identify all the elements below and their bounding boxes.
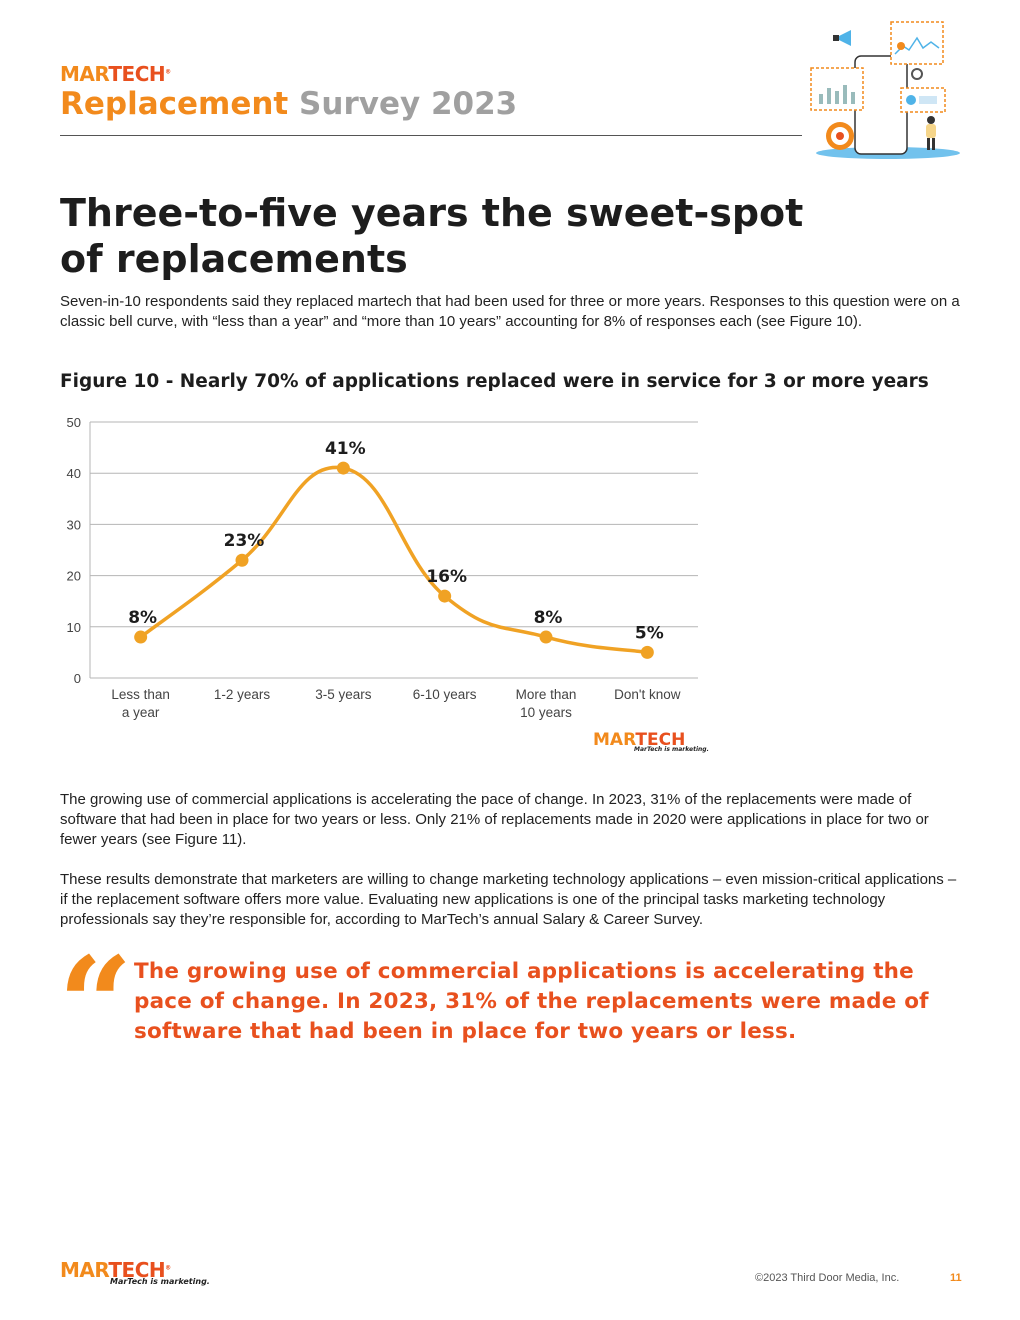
page-heading: Three-to-five years the sweet-spot of re…	[60, 191, 804, 281]
quote-mark-icon: “	[58, 928, 133, 1081]
y-tick-label: 50	[67, 415, 81, 430]
chart-points	[134, 461, 654, 659]
data-point	[235, 553, 249, 567]
body-paragraph-1: The growing use of commercial applicatio…	[60, 791, 929, 848]
page-number: 11	[950, 1272, 962, 1284]
data-point	[336, 461, 350, 475]
svg-text:MarTech is marketing.: MarTech is marketing.	[634, 746, 709, 753]
x-tick-label: a year	[122, 705, 160, 720]
x-tick-label: 6-10 years	[413, 687, 477, 702]
chart-grid	[89, 421, 698, 679]
target-icon	[826, 122, 854, 150]
y-tick-label: 0	[74, 671, 81, 686]
data-point	[640, 645, 654, 659]
chart-data-labels: 8% 23% 41% 16% 8% 5%	[128, 439, 664, 643]
martech-illustration	[810, 21, 960, 159]
data-point	[438, 589, 452, 603]
data-point	[134, 630, 148, 644]
chart-y-axis: 0 10 20 30 40 50	[67, 415, 81, 686]
series-line	[138, 465, 650, 655]
y-tick-label: 10	[67, 620, 81, 635]
pull-quote: The growing use of commercial applicatio…	[134, 959, 929, 1044]
data-label: 41%	[325, 439, 366, 459]
data-label: 8%	[128, 608, 157, 628]
megaphone-icon	[833, 30, 851, 46]
chart-x-axis: Less than a year 1-2 years 3-5 years 6-10 ye…	[111, 687, 680, 720]
line-chart: 0 10 20 30 40 50 8% 23% 41% 16% 8% 5% Less than a y…	[67, 415, 709, 753]
data-label: 16%	[426, 567, 467, 587]
svg-text:MARTECH: MARTECH	[593, 730, 685, 750]
body-paragraph-2: These results demonstrate that marketers…	[60, 871, 957, 928]
gear-icon	[911, 68, 923, 80]
x-tick-label: Don't know	[614, 687, 681, 702]
data-label: 23%	[224, 531, 265, 551]
intro-paragraph: Seven-in-10 respondents said they replac…	[60, 293, 960, 330]
chart-watermark-logo: MARTECH MarTech is marketing.	[593, 730, 709, 753]
martech-logo: MARTECH®	[60, 62, 171, 86]
y-tick-label: 20	[67, 569, 81, 584]
footer-copyright: ©2023 Third Door Media, Inc.	[755, 1272, 900, 1284]
header-divider	[60, 135, 802, 136]
data-point	[539, 630, 553, 644]
y-tick-label: 40	[67, 466, 81, 481]
footer-martech-logo: MARTECH®	[60, 1258, 171, 1282]
x-tick-label: 3-5 years	[315, 687, 372, 702]
data-label: 8%	[534, 608, 563, 628]
person-icon	[926, 116, 936, 150]
footer-tagline: MarTech is marketing.	[110, 1277, 210, 1286]
x-tick-label: More than	[516, 687, 577, 702]
x-tick-label: 1-2 years	[214, 687, 271, 702]
y-tick-label: 30	[67, 517, 81, 532]
data-label: 5%	[635, 623, 664, 643]
report-title: Replacement Survey 2023	[60, 86, 518, 122]
x-tick-label: 10 years	[520, 705, 572, 720]
x-tick-label: Less than	[111, 687, 170, 702]
figure-title: Figure 10 - Nearly 70% of applications r…	[60, 371, 929, 392]
